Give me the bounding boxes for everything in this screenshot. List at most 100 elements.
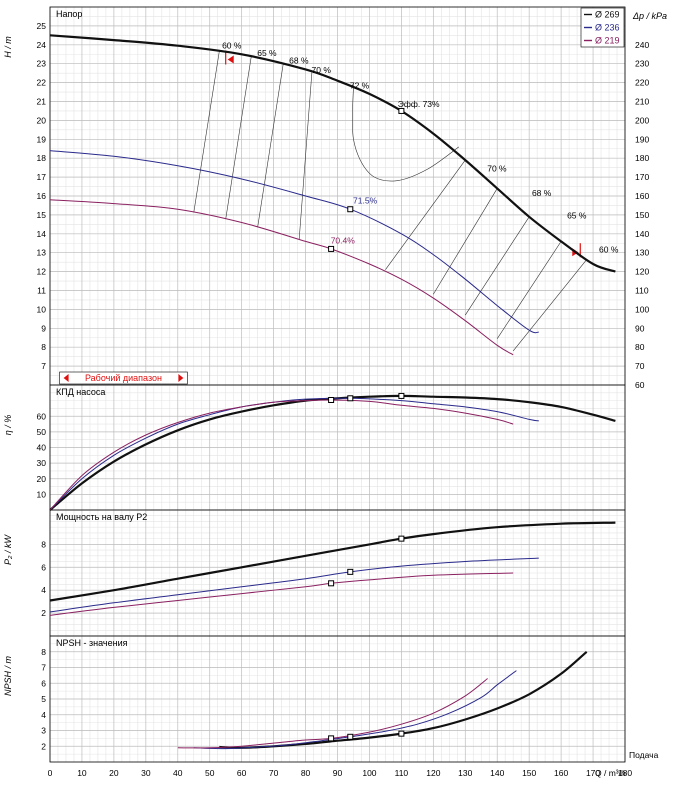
y-right-tick-label: 190 <box>635 134 649 144</box>
duty-point-marker-2 <box>347 206 354 213</box>
y-tick-label: 12 <box>37 267 47 277</box>
series-line-3 <box>49 399 514 511</box>
series-line-2 <box>49 150 539 334</box>
duty-point-marker-3 <box>328 397 335 403</box>
y-right-tick-label: 160 <box>635 191 649 201</box>
series-line-3 <box>49 199 514 356</box>
panel-3: Мощность на валу P2 P₂ / kW 2 4 6 8 <box>3 509 626 637</box>
y-tick-label: 19 <box>37 134 47 144</box>
x-tick-label: 100 <box>362 768 376 778</box>
duty-point-marker-3 <box>328 735 335 742</box>
x-tick-label: 80 <box>301 768 311 778</box>
legend-item-label: Ø 236 <box>595 23 620 33</box>
efficiency-iso-line <box>385 159 466 270</box>
y-tick-label: 4 <box>41 710 46 720</box>
y-tick-label: 13 <box>37 248 47 258</box>
y-tick-label: 8 <box>41 647 46 657</box>
efficiency-iso-line <box>225 56 252 220</box>
legend-item-label: Ø 269 <box>595 10 620 20</box>
series-line-2 <box>193 670 517 750</box>
efficiency-contours <box>193 51 587 352</box>
x-tick-label: 120 <box>426 768 440 778</box>
duty-point-marker-2 <box>347 395 354 402</box>
y-tick-label: 60 <box>37 411 47 421</box>
x-tick-label: 20 <box>109 768 119 778</box>
x-axis-label: Q / m³/h <box>595 768 626 778</box>
panel-title: Напор <box>56 9 82 19</box>
operating-range-arrow-left <box>63 374 69 382</box>
efficiency-label: 70.4% <box>331 235 356 245</box>
y-tick-label: 21 <box>37 97 47 107</box>
x-tick-label: 150 <box>522 768 536 778</box>
series-line-3 <box>49 572 514 616</box>
series-line-2 <box>49 557 539 613</box>
x-tick-label: 10 <box>77 768 87 778</box>
duty-point-marker-1 <box>398 730 405 737</box>
x-tick-label: 30 <box>141 768 151 778</box>
y-axis-label: NPSH / m <box>3 656 13 697</box>
y-tick-label: 10 <box>37 489 47 499</box>
y-tick-label: 2 <box>41 608 46 618</box>
duty-point-marker-1 <box>398 535 405 542</box>
y-right-tick-label: 230 <box>635 59 649 69</box>
y-tick-label: 50 <box>37 427 47 437</box>
y-tick-label: 8 <box>41 342 46 352</box>
efficiency-iso-line <box>433 188 498 295</box>
efficiency-label: 65 % <box>257 48 277 58</box>
y-tick-label: 15 <box>37 210 47 220</box>
y-tick-label: 24 <box>37 40 47 50</box>
panel-frame <box>49 635 626 763</box>
efficiency-iso-line <box>465 216 530 316</box>
y-right-tick-label: 240 <box>635 40 649 50</box>
efficiency-iso-line <box>257 64 284 228</box>
duty-point-marker-1 <box>398 107 405 114</box>
y-tick-label: 7 <box>41 361 46 371</box>
efficiency-iso-line <box>512 259 587 352</box>
series-line-1 <box>49 521 616 602</box>
efficiency-label: 70 % <box>487 163 507 173</box>
y-tick-label: 40 <box>37 443 47 453</box>
x-axis-caption: Подача <box>629 750 659 760</box>
panel-title: КПД насоса <box>56 387 105 397</box>
x-tick-label: 0 <box>48 768 53 778</box>
y-tick-label: 2 <box>41 741 46 751</box>
x-tick-label: 60 <box>237 768 247 778</box>
y-tick-label: 16 <box>37 191 47 201</box>
y-tick-label: 8 <box>41 539 46 549</box>
y-axis-label: P₂ / kW <box>3 534 13 565</box>
efficiency-iso-line <box>496 241 562 339</box>
y-tick-label: 30 <box>37 458 47 468</box>
efficiency-label: 72 % <box>350 80 370 90</box>
legend-item-label: Ø 219 <box>595 36 620 46</box>
efficiency-label: 60 % <box>222 41 242 51</box>
y-tick-label: 18 <box>37 153 47 163</box>
efficiency-label: Эфф. 73% <box>398 99 440 109</box>
y-right-tick-label: 110 <box>635 286 649 296</box>
x-tick-label: 70 <box>269 768 279 778</box>
efficiency-iso-loop <box>352 84 460 182</box>
panel-title: Мощность на валу P2 <box>56 512 147 522</box>
y-tick-label: 23 <box>37 59 47 69</box>
y-tick-label: 22 <box>37 78 47 88</box>
y-right-tick-label: 180 <box>635 153 649 163</box>
efficiency-iso-line <box>193 51 220 213</box>
y-right-tick-label: 100 <box>635 304 649 314</box>
efficiency-label: 70 % <box>312 65 332 75</box>
y-tick-label: 11 <box>37 286 46 296</box>
series-line-1 <box>49 34 616 273</box>
x-tick-label: 50 <box>205 768 215 778</box>
y-tick-label: 4 <box>41 585 46 595</box>
x-tick-label: 130 <box>458 768 472 778</box>
y-right-tick-label: 200 <box>635 115 649 125</box>
y-axis-label: H / m <box>3 36 13 58</box>
duty-point-marker-3 <box>328 245 335 252</box>
panel-1: Напор H / m 7 8 9 10 11 12 13 14 15 16 17 18 19 20 21 22 2… <box>3 6 667 390</box>
efficiency-label: 60 % <box>599 245 619 255</box>
y-tick-label: 25 <box>37 21 47 31</box>
efficiency-label: 65 % <box>567 211 587 221</box>
y-tick-label: 10 <box>37 304 47 314</box>
y-right-axis-label: Δp / kPa <box>632 11 667 21</box>
